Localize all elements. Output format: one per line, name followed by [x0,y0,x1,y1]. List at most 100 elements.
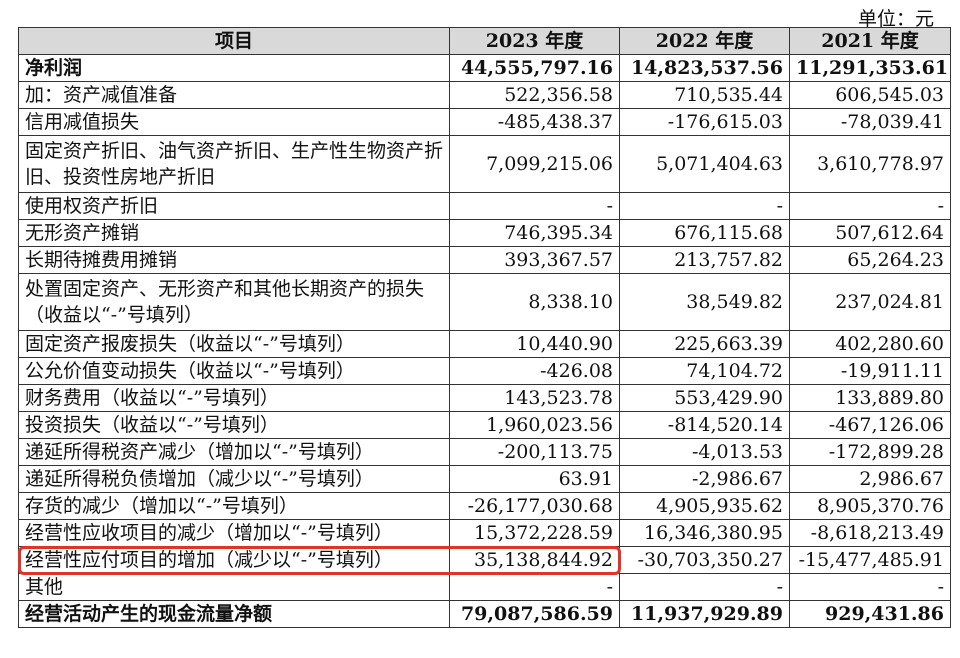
value-2021: -19,911.11 [789,357,951,385]
value-2022: 213,757.82 [619,246,790,274]
row-label: 存货的减少（增加以“-”号填列） [18,492,450,520]
table-row: 经营性应收项目的减少（增加以“-”号填列） 15,372,228.59 16,346… [18,519,951,547]
header-2023: 2023 年度 [449,27,620,55]
row-label: 经营性应付项目的增加（减少以“-”号填列） [18,546,450,574]
value-2022: -814,520.14 [619,411,790,439]
value-2022: 11,937,929.89 [619,600,790,628]
table-row: 处置固定资产、无形资产和其他长期资产的损失（收益以“-”号填列） 8,338.10… [18,273,951,331]
value-2023: 15,372,228.59 [449,519,620,547]
table-row: 其他 - - - [18,573,951,601]
table-header-row: 项目 2023 年度 2022 年度 2021 年度 [18,27,951,55]
value-2021: -78,039.41 [789,108,951,136]
table-row: 固定资产折旧、油气资产折旧、生产性生物资产折旧、投资性房地产折旧 7,099,21… [18,135,951,193]
row-label: 经营活动产生的现金流量净额 [18,600,450,628]
table-row: 长期待摊费用摊销 393,367.57 213,757.82 65,264.23 [18,246,951,274]
value-2022: 710,535.44 [619,81,790,109]
value-2021: 402,280.60 [789,330,951,358]
table-row: 投资损失（收益以“-”号填列） 1,960,023.56 -814,520.14 -4… [18,411,951,439]
row-label: 处置固定资产、无形资产和其他长期资产的损失（收益以“-”号填列） [18,273,450,331]
value-2021: 606,545.03 [789,81,951,109]
row-label: 公允价值变动损失（收益以“-”号填列） [18,357,450,385]
table-row: 固定资产报废损失（收益以“-”号填列） 10,440.90 225,663.39 40… [18,330,951,358]
value-2023: 10,440.90 [449,330,620,358]
value-2023: 7,099,215.06 [449,135,620,193]
value-2021: 2,986.67 [789,465,951,493]
cash-flow-table: 项目 2023 年度 2022 年度 2021 年度 净利润 44,555,797… [18,27,951,628]
value-2021: 65,264.23 [789,246,951,274]
table-row: 无形资产摊销 746,395.34 676,115.68 507,612.64 [18,219,951,247]
row-label: 信用减值损失 [18,108,450,136]
row-label: 使用权资产折旧 [18,192,450,220]
value-2023: -26,177,030.68 [449,492,620,520]
table-row: 公允价值变动损失（收益以“-”号填列） -426.08 74,104.72 -19,9… [18,357,951,385]
value-2023: 63.91 [449,465,620,493]
value-2022: 4,905,935.62 [619,492,790,520]
table-row: 财务费用（收益以“-”号填列） 143,523.78 553,429.90 133,8… [18,384,951,412]
value-2022: 16,346,380.95 [619,519,790,547]
row-label: 加：资产减值准备 [18,81,450,109]
value-2021: - [789,192,951,220]
row-label: 递延所得税资产减少（增加以“-”号填列） [18,438,450,466]
value-2021: - [789,573,951,601]
value-2022: -4,013.53 [619,438,790,466]
header-item: 项目 [18,27,450,55]
value-2021: 11,291,353.61 [789,54,951,82]
value-2022: 74,104.72 [619,357,790,385]
value-2023: -426.08 [449,357,620,385]
value-2021: 8,905,370.76 [789,492,951,520]
row-label: 无形资产摊销 [18,219,450,247]
table-row: 经营性应付项目的增加（减少以“-”号填列） 35,138,844.92 -30,70… [18,546,951,574]
value-2021: 507,612.64 [789,219,951,247]
value-2021: -467,126.06 [789,411,951,439]
value-2022: - [619,573,790,601]
table-row: 加：资产减值准备 522,356.58 710,535.44 606,545.03 [18,81,951,109]
value-2021: -8,618,213.49 [789,519,951,547]
value-2023: 393,367.57 [449,246,620,274]
value-2023: -200,113.75 [449,438,620,466]
row-label: 经营性应收项目的减少（增加以“-”号填列） [18,519,450,547]
row-label: 固定资产报废损失（收益以“-”号填列） [18,330,450,358]
value-2022: 553,429.90 [619,384,790,412]
value-2023: - [449,573,620,601]
header-2022: 2022 年度 [619,27,790,55]
value-2022: 38,549.82 [619,273,790,331]
value-2023: 8,338.10 [449,273,620,331]
value-2023: 522,356.58 [449,81,620,109]
table-row: 递延所得税资产减少（增加以“-”号填列） -200,113.75 -4,013.53… [18,438,951,466]
value-2021: 133,889.80 [789,384,951,412]
value-2023: 35,138,844.92 [449,546,620,574]
row-label: 财务费用（收益以“-”号填列） [18,384,450,412]
table-row: 信用减值损失 -485,438.37 -176,615.03 -78,039.41 [18,108,951,136]
value-2021: -15,477,485.91 [789,546,951,574]
value-2022: -2,986.67 [619,465,790,493]
value-2021: 929,431.86 [789,600,951,628]
table-row: 净利润 44,555,797.16 14,823,537.56 11,291,353.… [18,54,951,82]
value-2023: -485,438.37 [449,108,620,136]
row-label: 长期待摊费用摊销 [18,246,450,274]
row-label: 净利润 [18,54,450,82]
table-row: 使用权资产折旧 - - - [18,192,951,220]
value-2023: 746,395.34 [449,219,620,247]
table-row: 存货的减少（增加以“-”号填列） -26,177,030.68 4,905,935.… [18,492,951,520]
value-2022: - [619,192,790,220]
value-2022: 14,823,537.56 [619,54,790,82]
row-label: 其他 [18,573,450,601]
value-2023: 143,523.78 [449,384,620,412]
value-2023: - [449,192,620,220]
row-label: 递延所得税负债增加（减少以“-”号填列） [18,465,450,493]
header-2021: 2021 年度 [789,27,951,55]
unit-label: 单位：元 [857,8,934,30]
value-2022: 676,115.68 [619,219,790,247]
row-label: 固定资产折旧、油气资产折旧、生产性生物资产折旧、投资性房地产折旧 [18,135,450,193]
value-2022: -30,703,350.27 [619,546,790,574]
value-2022: 5,071,404.63 [619,135,790,193]
value-2023: 44,555,797.16 [449,54,620,82]
value-2021: 3,610,778.97 [789,135,951,193]
table-row: 经营活动产生的现金流量净额 79,087,586.59 11,937,929.89 9… [18,600,951,628]
table-body: 净利润 44,555,797.16 14,823,537.56 11,291,353.… [18,54,951,628]
value-2023: 1,960,023.56 [449,411,620,439]
value-2023: 79,087,586.59 [449,600,620,628]
value-2021: -172,899.28 [789,438,951,466]
value-2022: 225,663.39 [619,330,790,358]
value-2022: -176,615.03 [619,108,790,136]
